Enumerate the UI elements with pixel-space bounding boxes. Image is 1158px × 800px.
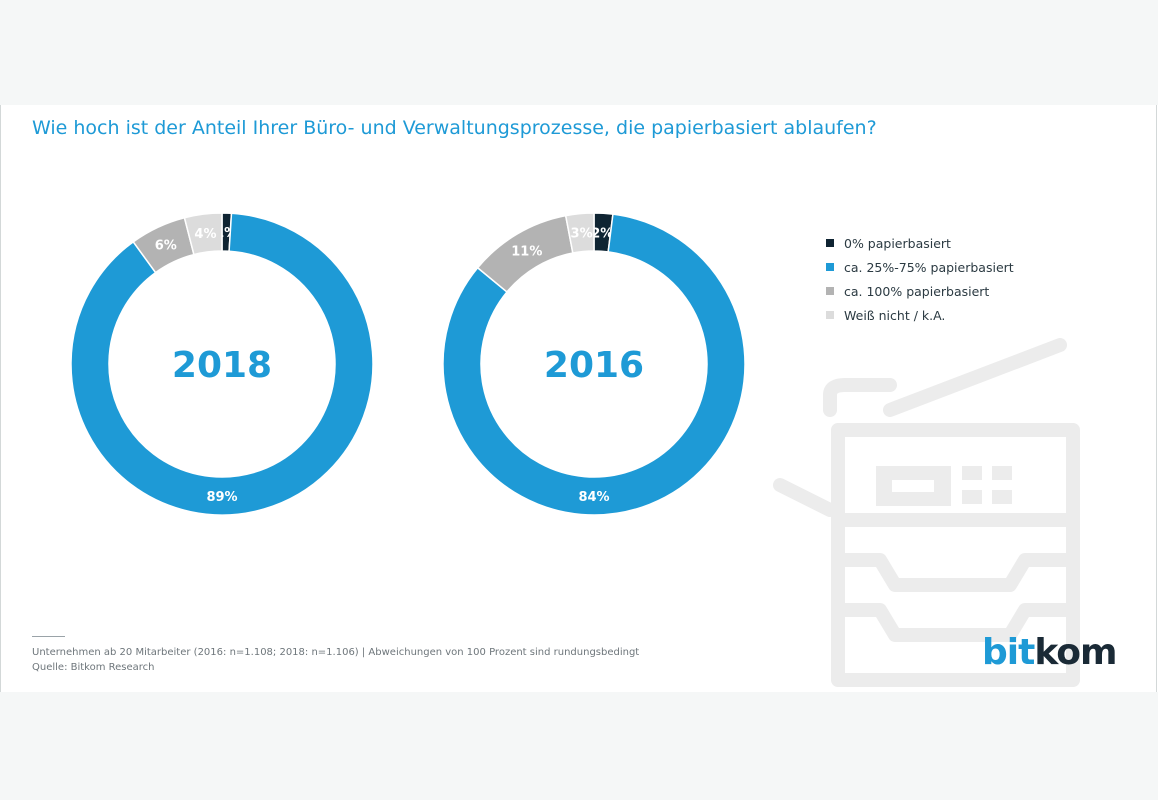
donut-center-year: 2018 bbox=[172, 345, 272, 386]
footer: Unternehmen ab 20 Mitarbeiter (2016: n=1… bbox=[32, 645, 639, 675]
legend-item: Weiß nicht / k.A. bbox=[826, 303, 1014, 327]
slice-label: 2% bbox=[591, 226, 613, 241]
donut-slice bbox=[183, 212, 223, 256]
slice-label: 89% bbox=[206, 490, 237, 505]
footer-rule bbox=[32, 636, 65, 637]
top-strip bbox=[0, 0, 1158, 105]
printer-panel bbox=[876, 466, 1012, 506]
legend-item: ca. 25%-75% papierbasiert bbox=[826, 255, 1014, 279]
chart-card bbox=[0, 105, 1158, 692]
legend-swatch-lightgray bbox=[826, 311, 834, 319]
printer-panel-inner bbox=[892, 480, 934, 492]
footer-note: Unternehmen ab 20 Mitarbeiter (2016: n=1… bbox=[32, 647, 640, 658]
legend-item: ca. 100% papierbasiert bbox=[826, 279, 1014, 303]
legend-swatch-blue bbox=[826, 263, 834, 271]
donut-slice bbox=[70, 212, 374, 516]
donut-slice bbox=[564, 212, 595, 254]
legend-label: Weiß nicht / k.A. bbox=[844, 307, 946, 323]
slice-label: 6% bbox=[155, 239, 177, 254]
slice-label: 4% bbox=[194, 227, 216, 242]
logo-part-bit: bit bbox=[982, 632, 1035, 673]
legend-label: ca. 25%-75% papierbasiert bbox=[844, 259, 1014, 275]
chart-title: Wie hoch ist der Anteil Ihrer Büro- und … bbox=[32, 117, 877, 139]
donut-center-year: 2016 bbox=[544, 345, 644, 386]
legend-swatch-midgray bbox=[826, 287, 834, 295]
slice-label: 84% bbox=[578, 490, 609, 505]
legend-swatch-dark bbox=[826, 239, 834, 247]
legend-item: 0% papierbasiert bbox=[826, 231, 1014, 255]
printer-icon bbox=[773, 338, 1080, 687]
slice-label: 11% bbox=[511, 244, 542, 259]
logo-part-kom: kom bbox=[1034, 632, 1117, 673]
legend: 0% papierbasiert ca. 25%-75% papierbasie… bbox=[826, 231, 1014, 327]
bitkom-logo: bitkom bbox=[982, 632, 1118, 673]
legend-label: 0% papierbasiert bbox=[844, 235, 951, 251]
legend-label: ca. 100% papierbasiert bbox=[844, 283, 990, 299]
footer-source: Quelle: Bitkom Research bbox=[32, 662, 155, 673]
donut-slice bbox=[442, 213, 746, 516]
slice-label: 3% bbox=[571, 227, 593, 242]
